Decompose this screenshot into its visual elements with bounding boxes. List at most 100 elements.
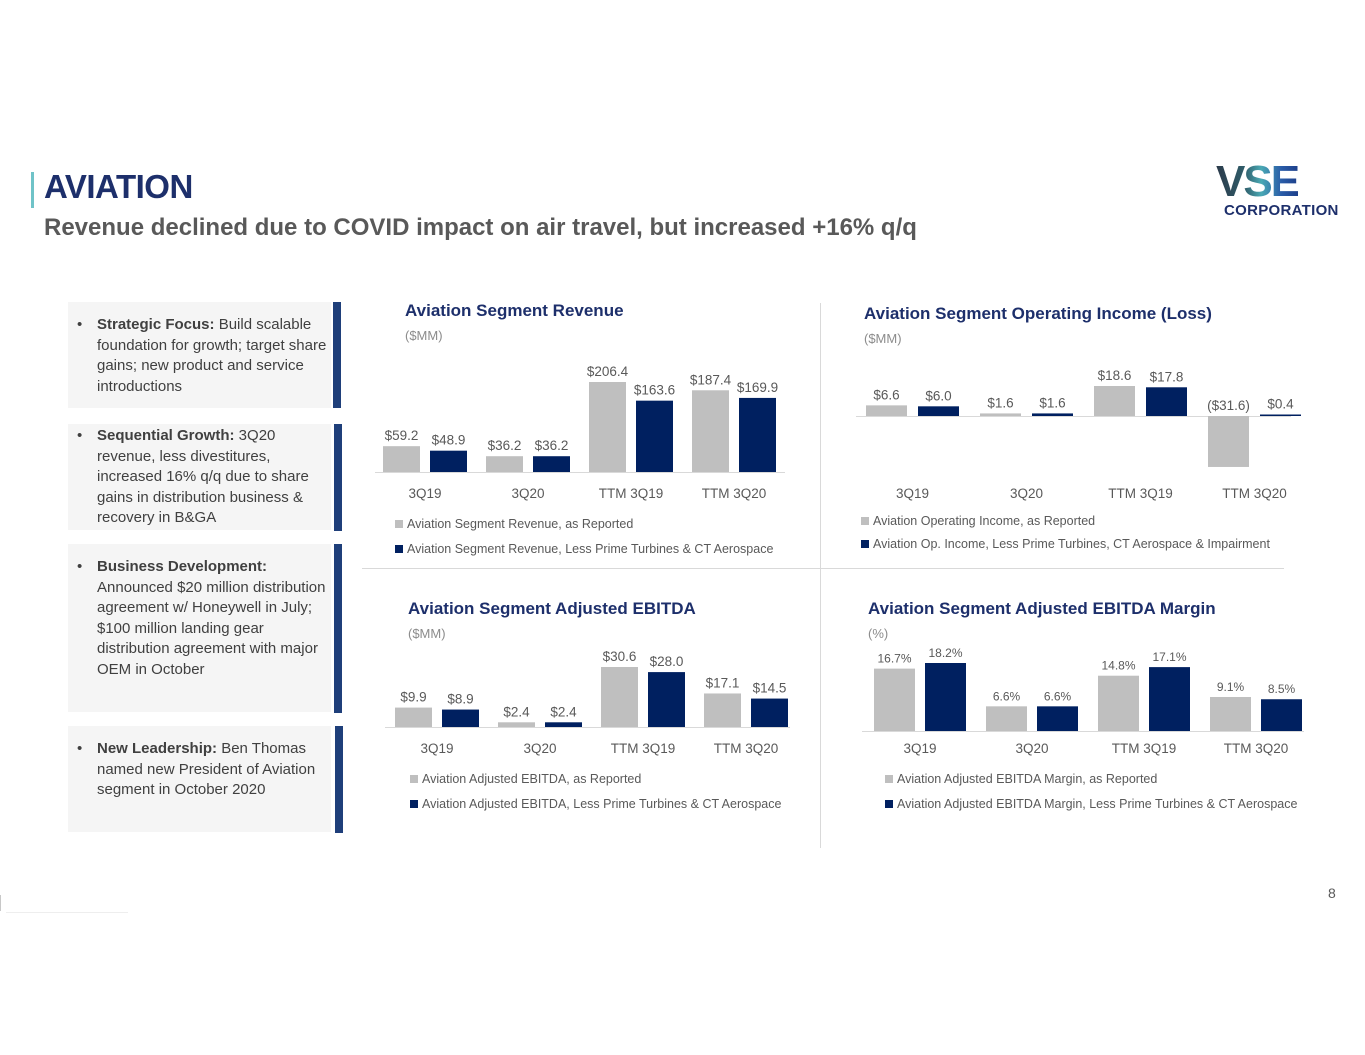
bar (1208, 416, 1249, 467)
legend-swatch-navy (410, 800, 418, 808)
operating-income-bar-chart: $6.6 $6.0 3Q19 $1.6 $1.6 3Q20 $18.6 $17.8 TTM 3Q… (856, 368, 1301, 501)
bar (1032, 413, 1073, 416)
data-label: 6.6% (1044, 689, 1072, 703)
bar (442, 709, 479, 727)
legend-item-adjusted: Aviation Op. Income, Less Prime Turbines… (861, 537, 1270, 551)
highlight-text: • New Leadership: Ben Thomas named new Pr… (77, 739, 327, 801)
bar (704, 693, 741, 727)
logo-mark: VSE (1216, 157, 1300, 206)
category-tick-label: 3Q20 (523, 741, 556, 756)
data-label: $2.4 (503, 704, 530, 719)
data-label: $48.9 (432, 433, 466, 448)
data-label: $18.6 (1098, 368, 1132, 383)
highlight-accent-bar (334, 544, 342, 713)
highlight-accent-bar (333, 302, 341, 408)
category-tick-label: 3Q19 (903, 741, 936, 756)
data-label: $6.0 (925, 388, 951, 403)
bar (1210, 697, 1251, 731)
category-tick-label: TTM 3Q19 (611, 741, 676, 756)
page-title: AVIATION (44, 168, 193, 205)
legend-swatch-gray (395, 520, 403, 528)
bar (1260, 414, 1301, 416)
chart-divider-vertical (820, 303, 821, 848)
legend-label: Aviation Adjusted EBITDA, as Reported (422, 772, 642, 786)
data-label: $169.9 (737, 380, 778, 395)
footer-line (6, 912, 128, 913)
bar (395, 707, 432, 727)
data-label: 17.1% (1152, 650, 1186, 664)
highlight-body: Announced $20 million distribution agree… (97, 578, 326, 678)
category-tick-label: TTM 3Q20 (702, 486, 767, 501)
legend-item-reported: Aviation Operating Income, as Reported (861, 514, 1095, 528)
highlight-text: • Business Development: Announced $20 mil… (77, 557, 327, 680)
legend-item-adjusted: Aviation Adjusted EBITDA Margin, Less Pr… (885, 797, 1297, 811)
data-label: $28.0 (650, 654, 684, 669)
highlight-box-business-development (68, 544, 331, 712)
data-label: $36.2 (488, 438, 522, 453)
bar (545, 722, 582, 727)
bar (1149, 667, 1190, 731)
data-label: $17.1 (706, 675, 740, 690)
ebitda-margin-bar-chart: 16.7% 18.2% 3Q19 6.6% 6.6% 3Q20 14.8% 17.1% TTM … (862, 646, 1304, 756)
category-tick-label: 3Q20 (1015, 741, 1048, 756)
highlight-label: Sequential Growth: (97, 427, 235, 444)
chart-unit: (%) (868, 626, 889, 641)
highlight-accent-bar (335, 726, 343, 833)
legend-swatch-gray (861, 517, 869, 525)
legend-item-adjusted: Aviation Adjusted EBITDA, Less Prime Tur… (410, 797, 781, 811)
footer-mark (0, 895, 1, 911)
data-label: $0.4 (1267, 397, 1294, 412)
chart-title: Aviation Segment Adjusted EBITDA Margin (868, 599, 1216, 618)
category-tick-label: 3Q20 (511, 486, 544, 501)
bar (430, 450, 467, 472)
data-label: $36.2 (535, 438, 569, 453)
bar (874, 668, 915, 731)
legend-label: Aviation Adjusted EBITDA, Less Prime Tur… (422, 797, 782, 811)
bar (1261, 699, 1302, 731)
bar (692, 390, 729, 472)
chart-title: Aviation Segment Operating Income (Loss) (864, 304, 1212, 323)
category-tick-label: 3Q20 (1010, 486, 1043, 501)
chart-unit: ($MM) (864, 331, 902, 346)
legend-label: Aviation Op. Income, Less Prime Turbines… (873, 537, 1270, 551)
highlight-box-sequential-growth (68, 424, 331, 530)
bar (601, 667, 638, 727)
highlight-body: 3Q20 revenue, less divestitures, increas… (97, 427, 309, 526)
title-accent-bar (31, 172, 34, 208)
vse-corporation-logo: VSE CORPORATION (1214, 157, 1338, 222)
bar (636, 400, 673, 472)
bar (866, 405, 907, 416)
legend-label: Aviation Operating Income, as Reported (873, 514, 1096, 528)
category-tick-label: TTM 3Q19 (1112, 741, 1177, 756)
data-label: $163.6 (634, 383, 675, 398)
legend-item-reported: Aviation Adjusted EBITDA, as Reported (410, 772, 641, 786)
bar (1037, 706, 1078, 731)
category-tick-label: TTM 3Q20 (1224, 741, 1289, 756)
chart-unit: ($MM) (408, 626, 446, 641)
bar (739, 397, 776, 472)
legend-label: Aviation Segment Revenue, as Reported (407, 517, 634, 531)
bar (925, 663, 966, 731)
data-label: $30.6 (603, 649, 637, 664)
category-tick-label: TTM 3Q19 (1108, 486, 1173, 501)
bar (486, 456, 523, 472)
bar (498, 722, 535, 727)
bar (1146, 387, 1187, 416)
data-label: 6.6% (993, 689, 1021, 703)
chart-unit: ($MM) (405, 328, 443, 343)
data-label: $1.6 (1039, 395, 1065, 410)
data-label: 16.7% (877, 652, 911, 666)
bullet-icon: • (77, 740, 83, 757)
highlight-body: Build scalable foundation for growth; ta… (97, 316, 327, 395)
bar (589, 382, 626, 472)
bar (648, 672, 685, 727)
page-number: 8 (1328, 885, 1336, 901)
data-label: $17.8 (1150, 369, 1184, 384)
bar (533, 456, 570, 472)
highlight-label: New Leadership: (97, 740, 218, 757)
bar (383, 446, 420, 472)
bar (1098, 675, 1139, 731)
chart-title: Aviation Segment Revenue (405, 301, 624, 320)
bullet-icon: • (77, 316, 83, 333)
legend-swatch-gray (410, 775, 418, 783)
